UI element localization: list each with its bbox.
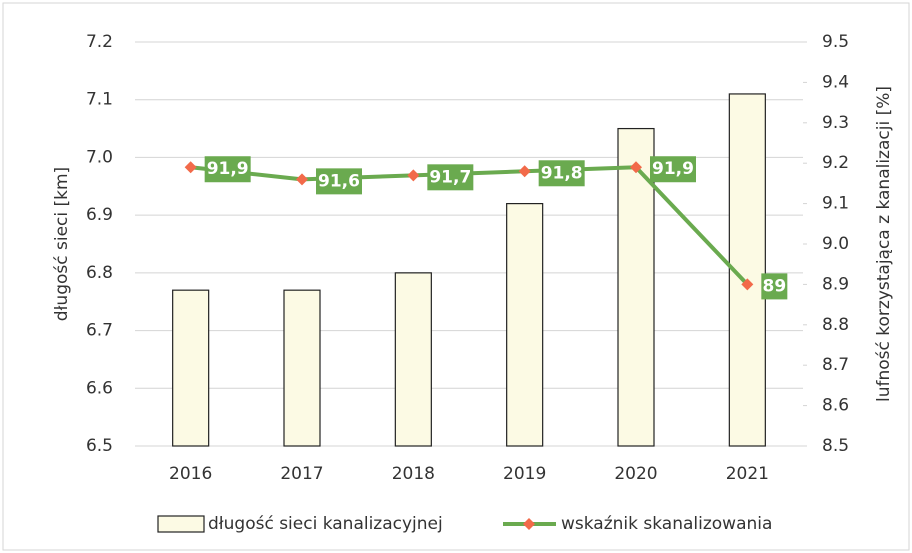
data-label: 91,6 (318, 171, 360, 191)
y2-tick-label: 9.5 (822, 32, 849, 52)
data-label: 91,8 (541, 163, 583, 183)
y-tick-label: 7.0 (86, 147, 113, 167)
x-tick-label: 2021 (726, 464, 769, 484)
legend-label: długość sieci kanalizacyjnej (208, 514, 443, 534)
x-tick-label: 2020 (614, 464, 657, 484)
y2-tick-label: 8.8 (822, 315, 849, 335)
legend-label: wskaźnik skanalizowania (561, 514, 772, 534)
bar (283, 289, 321, 447)
y-tick-label: 6.6 (86, 378, 113, 398)
y2-tick-label: 9.3 (822, 113, 849, 133)
data-label: 91,7 (429, 167, 471, 187)
x-tick-label: 2019 (503, 464, 546, 484)
y2-tick-label: 8.5 (822, 436, 849, 456)
y2-tick-label: 8.7 (822, 355, 849, 375)
y2-tick-label: 9.1 (822, 194, 849, 214)
marker (184, 161, 197, 174)
y-axis-title: długość sieci [km] (52, 167, 72, 321)
marker (296, 173, 308, 186)
y-tick-label: 6.5 (86, 436, 113, 456)
data-label-box (316, 168, 362, 195)
data-label-box (761, 273, 788, 300)
y2-tick-label: 8.6 (822, 396, 849, 416)
data-label: 89 (762, 276, 786, 296)
marker (518, 165, 531, 178)
bar (394, 272, 432, 447)
y2-tick-label: 9.4 (822, 72, 849, 92)
data-label-box (650, 156, 696, 183)
legend-marker (523, 518, 535, 530)
legend-swatch (157, 515, 205, 533)
y-tick-label: 6.7 (86, 321, 113, 341)
x-tick-label: 2016 (169, 464, 212, 484)
y-tick-label: 6.8 (86, 263, 113, 283)
bar (617, 127, 655, 447)
y-tick-label: 6.9 (86, 205, 113, 225)
data-label: 91,9 (652, 159, 694, 179)
y2-axis-title: lufność korzystająca z kanalizacji [%] (874, 86, 894, 402)
data-label-box (427, 164, 474, 191)
y-tick-label: 7.1 (86, 90, 113, 110)
data-label: 91,9 (207, 159, 249, 179)
x-tick-label: 2018 (392, 464, 435, 484)
y-tick-label: 7.2 (86, 32, 113, 52)
y2-tick-label: 8.9 (822, 274, 849, 294)
bar (172, 289, 210, 447)
data-label-box (538, 160, 585, 187)
marker (407, 169, 420, 182)
y2-tick-label: 9.0 (822, 234, 849, 254)
bar (506, 203, 544, 447)
marker (630, 161, 642, 174)
x-tick-label: 2017 (280, 464, 323, 484)
marker (741, 278, 754, 291)
data-label-box (204, 156, 251, 183)
y2-tick-label: 9.2 (822, 153, 849, 173)
